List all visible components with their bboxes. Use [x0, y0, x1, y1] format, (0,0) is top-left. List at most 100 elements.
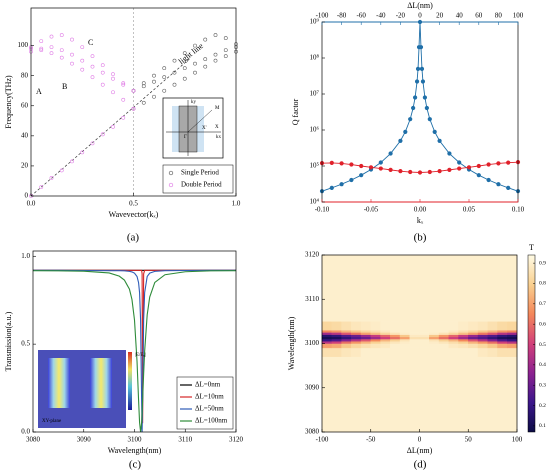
heat-cell	[458, 330, 469, 333]
heat-cell	[351, 330, 362, 333]
heat-cell	[497, 332, 508, 335]
heat-cell	[429, 330, 440, 333]
heat-cell	[429, 321, 440, 331]
heat-cell	[380, 332, 391, 335]
data-point	[414, 79, 420, 84]
x-tick-label: 3100	[128, 436, 143, 444]
heat-cell	[448, 341, 459, 344]
heat-cell	[360, 341, 371, 344]
heat-cell	[497, 336, 508, 340]
panel-label: (b)	[414, 232, 427, 244]
data-point	[49, 34, 54, 39]
heat-cell	[370, 347, 381, 357]
x-tick-label: 3080	[26, 436, 41, 444]
x2-tick-label: 40	[456, 12, 464, 20]
colorbar-tick-label: 0.4	[539, 362, 546, 368]
data-point	[486, 162, 491, 167]
heat-cell	[331, 338, 342, 342]
data-point	[59, 55, 64, 60]
x-tick-label: 0.00	[414, 206, 427, 214]
heat-cell	[429, 356, 440, 433]
data-point	[413, 95, 418, 100]
heat-cell	[507, 343, 518, 349]
y-axis-label: Wavelength(nm)	[287, 316, 296, 370]
data-point	[486, 177, 491, 183]
data-point	[90, 64, 95, 69]
heat-cell	[390, 356, 401, 433]
heat-cell	[497, 338, 508, 342]
panel: -0.10 -0.05 0.00 0.05 0.10 -100 -80 -60 -40 -20 0 2…	[291, 1, 525, 244]
data-point	[427, 169, 432, 175]
heat-cell	[390, 254, 401, 322]
heat-cell	[409, 321, 420, 331]
y-tick-label: 10⁷	[310, 90, 320, 98]
y-tick-label: 1.0	[21, 252, 30, 260]
data-point	[339, 161, 344, 166]
x2-tick-label: 20	[436, 12, 444, 20]
colorbar-tick-label: 0.1	[539, 423, 546, 429]
heat-cell	[370, 356, 381, 433]
inset-label: M	[215, 106, 220, 111]
heat-cell	[351, 338, 362, 342]
heat-cell	[409, 343, 420, 349]
heat-cell	[487, 356, 498, 433]
heat-cell	[487, 254, 498, 322]
x-tick-label: 100	[512, 436, 523, 444]
legend-label: ΔL=0nm	[195, 381, 221, 389]
heat-cell	[370, 330, 381, 333]
heat-cell	[468, 343, 479, 349]
colorbar-tick-label: 0.9	[539, 260, 546, 266]
heat-cell	[321, 356, 332, 433]
heat-cell	[448, 334, 459, 338]
data-point	[80, 150, 85, 155]
heat-cell	[341, 332, 352, 335]
heat-cell	[390, 321, 401, 331]
heat-cell	[341, 347, 352, 357]
data-point	[152, 73, 156, 78]
heat-cell	[507, 330, 518, 333]
panel-label: (c)	[129, 459, 142, 471]
y-tick-label: 3100	[305, 339, 320, 347]
heat-cell	[380, 254, 391, 322]
x-tick-label: 0.05	[463, 206, 476, 214]
heat-cell	[419, 332, 430, 335]
annotation: light line	[177, 41, 205, 66]
heat-cell	[458, 254, 469, 322]
heat-cell	[409, 341, 420, 344]
heat-cell	[458, 341, 469, 344]
x-tick-label: 0.0	[27, 200, 36, 208]
heat-cell	[341, 336, 352, 340]
heat-cell	[409, 356, 420, 433]
heat-cell	[497, 356, 508, 433]
heat-cell	[468, 332, 479, 335]
heat-cell	[468, 356, 479, 433]
heat-cell	[409, 332, 420, 335]
heat-cell	[438, 336, 449, 340]
heat-cell	[438, 356, 449, 433]
heat-cell	[321, 336, 332, 340]
heat-cell	[507, 356, 518, 433]
y-tick-label: 3090	[305, 383, 320, 391]
heat-cell	[477, 332, 488, 335]
heat-cell	[438, 330, 449, 333]
data-point	[172, 58, 177, 63]
colorbar-label: T	[529, 243, 534, 252]
heat-cell	[380, 336, 391, 340]
heat-cell	[321, 347, 332, 357]
y-tick-label: 10⁶	[310, 126, 320, 134]
data-point	[100, 70, 105, 75]
data-point	[162, 75, 167, 80]
inset-unit-cell	[162, 97, 224, 159]
heat-cell	[331, 336, 342, 340]
annotation: B	[62, 82, 67, 91]
data-point	[80, 67, 85, 72]
heat-cell	[351, 332, 362, 335]
data-point	[422, 95, 428, 100]
legend-label: Single Period	[181, 169, 219, 177]
light-line	[30, 57, 192, 197]
data-point	[359, 163, 364, 169]
data-point	[506, 185, 511, 190]
heat-cell	[477, 341, 488, 344]
x2-tick-label: -60	[357, 12, 367, 20]
heat-cell	[399, 321, 410, 331]
